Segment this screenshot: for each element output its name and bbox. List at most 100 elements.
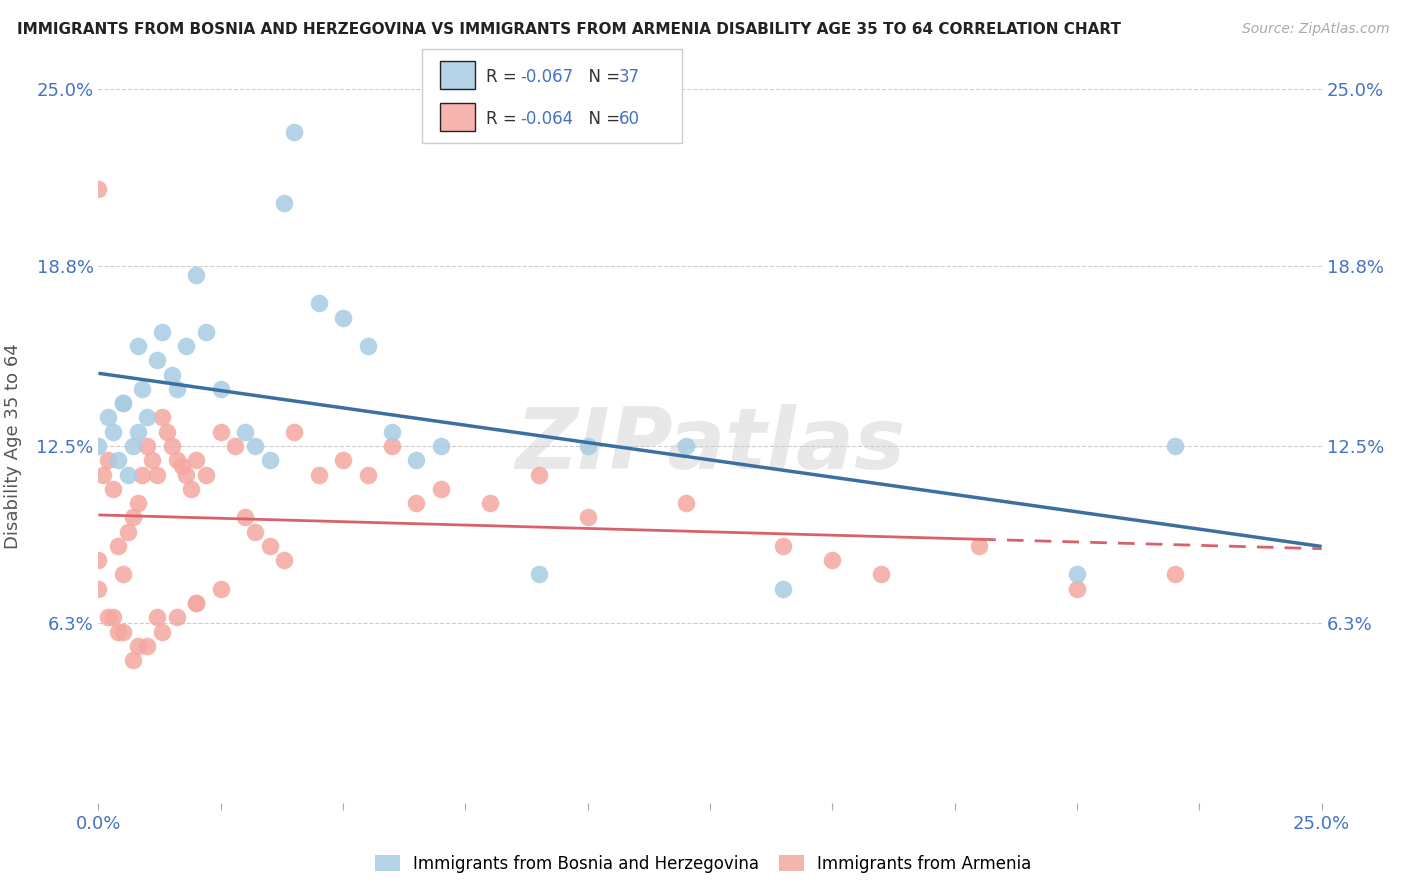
Point	[136, 639, 159, 653]
Text: -0.064: -0.064	[520, 110, 574, 128]
Point	[176, 467, 198, 482]
Point	[150, 325, 173, 339]
Point	[176, 339, 198, 353]
Point	[127, 425, 149, 439]
Point	[405, 496, 427, 510]
Point	[308, 467, 330, 482]
Point	[87, 439, 110, 453]
Point	[527, 567, 550, 582]
Point	[156, 425, 179, 439]
Point	[772, 539, 794, 553]
Point	[101, 482, 124, 496]
Point	[576, 439, 599, 453]
Point	[97, 410, 120, 425]
Point	[117, 524, 139, 539]
Point	[186, 453, 208, 467]
Point	[675, 439, 697, 453]
Point	[772, 582, 794, 596]
Point	[166, 382, 188, 396]
Text: 60: 60	[619, 110, 640, 128]
Text: IMMIGRANTS FROM BOSNIA AND HERZEGOVINA VS IMMIGRANTS FROM ARMENIA DISABILITY AGE: IMMIGRANTS FROM BOSNIA AND HERZEGOVINA V…	[17, 22, 1121, 37]
Point	[233, 510, 256, 524]
Point	[273, 553, 295, 567]
Point	[273, 196, 295, 211]
Point	[121, 439, 143, 453]
Point	[224, 439, 246, 453]
Point	[101, 610, 124, 624]
Point	[186, 596, 208, 610]
Point	[1164, 439, 1187, 453]
Point	[127, 639, 149, 653]
Text: Source: ZipAtlas.com: Source: ZipAtlas.com	[1241, 22, 1389, 37]
Point	[209, 582, 232, 596]
Point	[131, 382, 153, 396]
Point	[356, 339, 378, 353]
Point	[111, 396, 134, 410]
Point	[127, 339, 149, 353]
Point	[430, 439, 453, 453]
Point	[381, 425, 404, 439]
Point	[233, 425, 256, 439]
Point	[332, 310, 354, 325]
Point	[97, 610, 120, 624]
Point	[195, 325, 218, 339]
Point	[87, 553, 110, 567]
Point	[166, 610, 188, 624]
Text: N =: N =	[578, 68, 626, 86]
Point	[160, 368, 183, 382]
Text: R =: R =	[486, 68, 523, 86]
Point	[259, 453, 281, 467]
Point	[1164, 567, 1187, 582]
Point	[111, 624, 134, 639]
Point	[107, 453, 129, 467]
Point	[405, 453, 427, 467]
Point	[259, 539, 281, 553]
Point	[166, 453, 188, 467]
Point	[967, 539, 990, 553]
Point	[209, 425, 232, 439]
Text: N =: N =	[578, 110, 626, 128]
Point	[150, 410, 173, 425]
Point	[186, 596, 208, 610]
Text: R =: R =	[486, 110, 523, 128]
Point	[146, 353, 169, 368]
Point	[136, 439, 159, 453]
Point	[209, 382, 232, 396]
Point	[87, 182, 110, 196]
Point	[356, 467, 378, 482]
Point	[87, 582, 110, 596]
Point	[283, 125, 305, 139]
Point	[381, 439, 404, 453]
Point	[117, 467, 139, 482]
Point	[111, 567, 134, 582]
Point	[107, 624, 129, 639]
Legend: Immigrants from Bosnia and Herzegovina, Immigrants from Armenia: Immigrants from Bosnia and Herzegovina, …	[368, 848, 1038, 880]
Point	[160, 439, 183, 453]
Point	[170, 458, 193, 473]
Point	[107, 539, 129, 553]
Point	[146, 467, 169, 482]
Point	[121, 510, 143, 524]
Point	[180, 482, 202, 496]
Point	[1066, 567, 1088, 582]
Point	[146, 610, 169, 624]
Point	[91, 467, 114, 482]
Text: ZIPatlas: ZIPatlas	[515, 404, 905, 488]
Point	[186, 268, 208, 282]
Point	[308, 296, 330, 310]
Point	[101, 425, 124, 439]
Point	[111, 396, 134, 410]
Point	[821, 553, 844, 567]
Point	[136, 410, 159, 425]
Point	[870, 567, 893, 582]
Point	[141, 453, 163, 467]
Point	[430, 482, 453, 496]
Point	[131, 467, 153, 482]
Point	[150, 624, 173, 639]
Point	[243, 524, 266, 539]
Point	[478, 496, 501, 510]
Point	[283, 425, 305, 439]
Y-axis label: Disability Age 35 to 64: Disability Age 35 to 64	[4, 343, 22, 549]
Point	[195, 467, 218, 482]
Text: -0.067: -0.067	[520, 68, 574, 86]
